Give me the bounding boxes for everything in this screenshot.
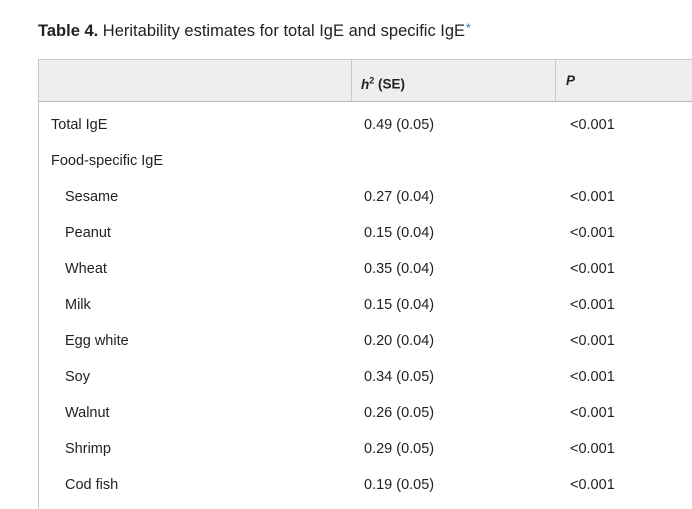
row-p-value: <0.001 — [570, 477, 615, 493]
table-row: Food-specific IgE — [39, 143, 692, 179]
row-estimate: 0.15 (0.04) — [364, 225, 435, 241]
header-cell-estimate: h2 (SE) — [352, 60, 556, 101]
table-row: Walnut 0.26 (0.05) <0.001 — [39, 395, 692, 431]
row-label: Peanut — [65, 225, 111, 241]
header-cell-empty — [39, 60, 352, 101]
row-estimate: 0.15 (0.04) — [364, 297, 435, 313]
table-row: Cod fish 0.19 (0.05) <0.001 — [39, 467, 692, 503]
row-p-value: <0.001 — [570, 189, 615, 205]
row-p-value: <0.001 — [570, 369, 615, 385]
table-row: Egg white 0.20 (0.04) <0.001 — [39, 323, 692, 359]
table-caption-text: Heritability estimates for total IgE and… — [98, 22, 466, 40]
heritability-symbol: h2 — [361, 75, 375, 92]
header-estimate-text: (SE) — [374, 76, 406, 92]
row-label: Sesame — [65, 189, 119, 205]
row-p-value: <0.001 — [570, 441, 615, 457]
row-p-value: <0.001 — [570, 297, 615, 313]
row-estimate: 0.26 (0.05) — [364, 405, 435, 421]
table-row: Total IgE 0.49 (0.05) <0.001 — [39, 107, 692, 143]
heritability-table: h2 (SE) P Total IgE 0.49 (0.05) <0.001 Food… — [38, 59, 692, 509]
row-label: Egg white — [65, 333, 129, 349]
row-estimate: 0.29 (0.05) — [364, 441, 435, 457]
table-caption: Table 4. Heritability estimates for tota… — [38, 19, 471, 43]
row-label: Shrimp — [65, 441, 111, 457]
row-label: Food-specific IgE — [51, 153, 164, 169]
row-p-value: <0.001 — [570, 261, 615, 277]
row-estimate: 0.49 (0.05) — [364, 117, 435, 133]
row-label: Walnut — [65, 405, 110, 421]
table-body: Total IgE 0.49 (0.05) <0.001 Food-specific … — [39, 107, 692, 503]
row-p-value: <0.001 — [570, 225, 615, 241]
table-row: Shrimp 0.29 (0.05) <0.001 — [39, 431, 692, 467]
table-caption-label: Table 4. — [38, 22, 99, 40]
table-row: Soy 0.34 (0.05) <0.001 — [39, 359, 692, 395]
row-label: Wheat — [65, 261, 107, 277]
table-row: Wheat 0.35 (0.04) <0.001 — [39, 251, 692, 287]
row-label: Soy — [65, 369, 90, 385]
row-estimate: 0.35 (0.04) — [364, 261, 435, 277]
row-estimate: 0.27 (0.04) — [364, 189, 435, 205]
row-label: Total IgE — [51, 117, 108, 133]
row-label: Cod fish — [65, 477, 119, 493]
row-p-value: <0.001 — [570, 117, 615, 133]
row-estimate: 0.20 (0.04) — [364, 333, 435, 349]
table-row: Sesame 0.27 (0.04) <0.001 — [39, 179, 692, 215]
row-label: Milk — [65, 297, 91, 313]
footnote-link[interactable]: * — [466, 21, 471, 35]
table-row: Peanut 0.15 (0.04) <0.001 — [39, 215, 692, 251]
row-estimate: 0.34 (0.05) — [364, 369, 435, 385]
table-row: Milk 0.15 (0.04) <0.001 — [39, 287, 692, 323]
row-p-value: <0.001 — [570, 333, 615, 349]
row-p-value: <0.001 — [570, 405, 615, 421]
header-cell-p-value: P — [566, 73, 576, 88]
row-estimate: 0.19 (0.05) — [364, 477, 435, 493]
table-header-row: h2 (SE) P — [39, 59, 692, 102]
